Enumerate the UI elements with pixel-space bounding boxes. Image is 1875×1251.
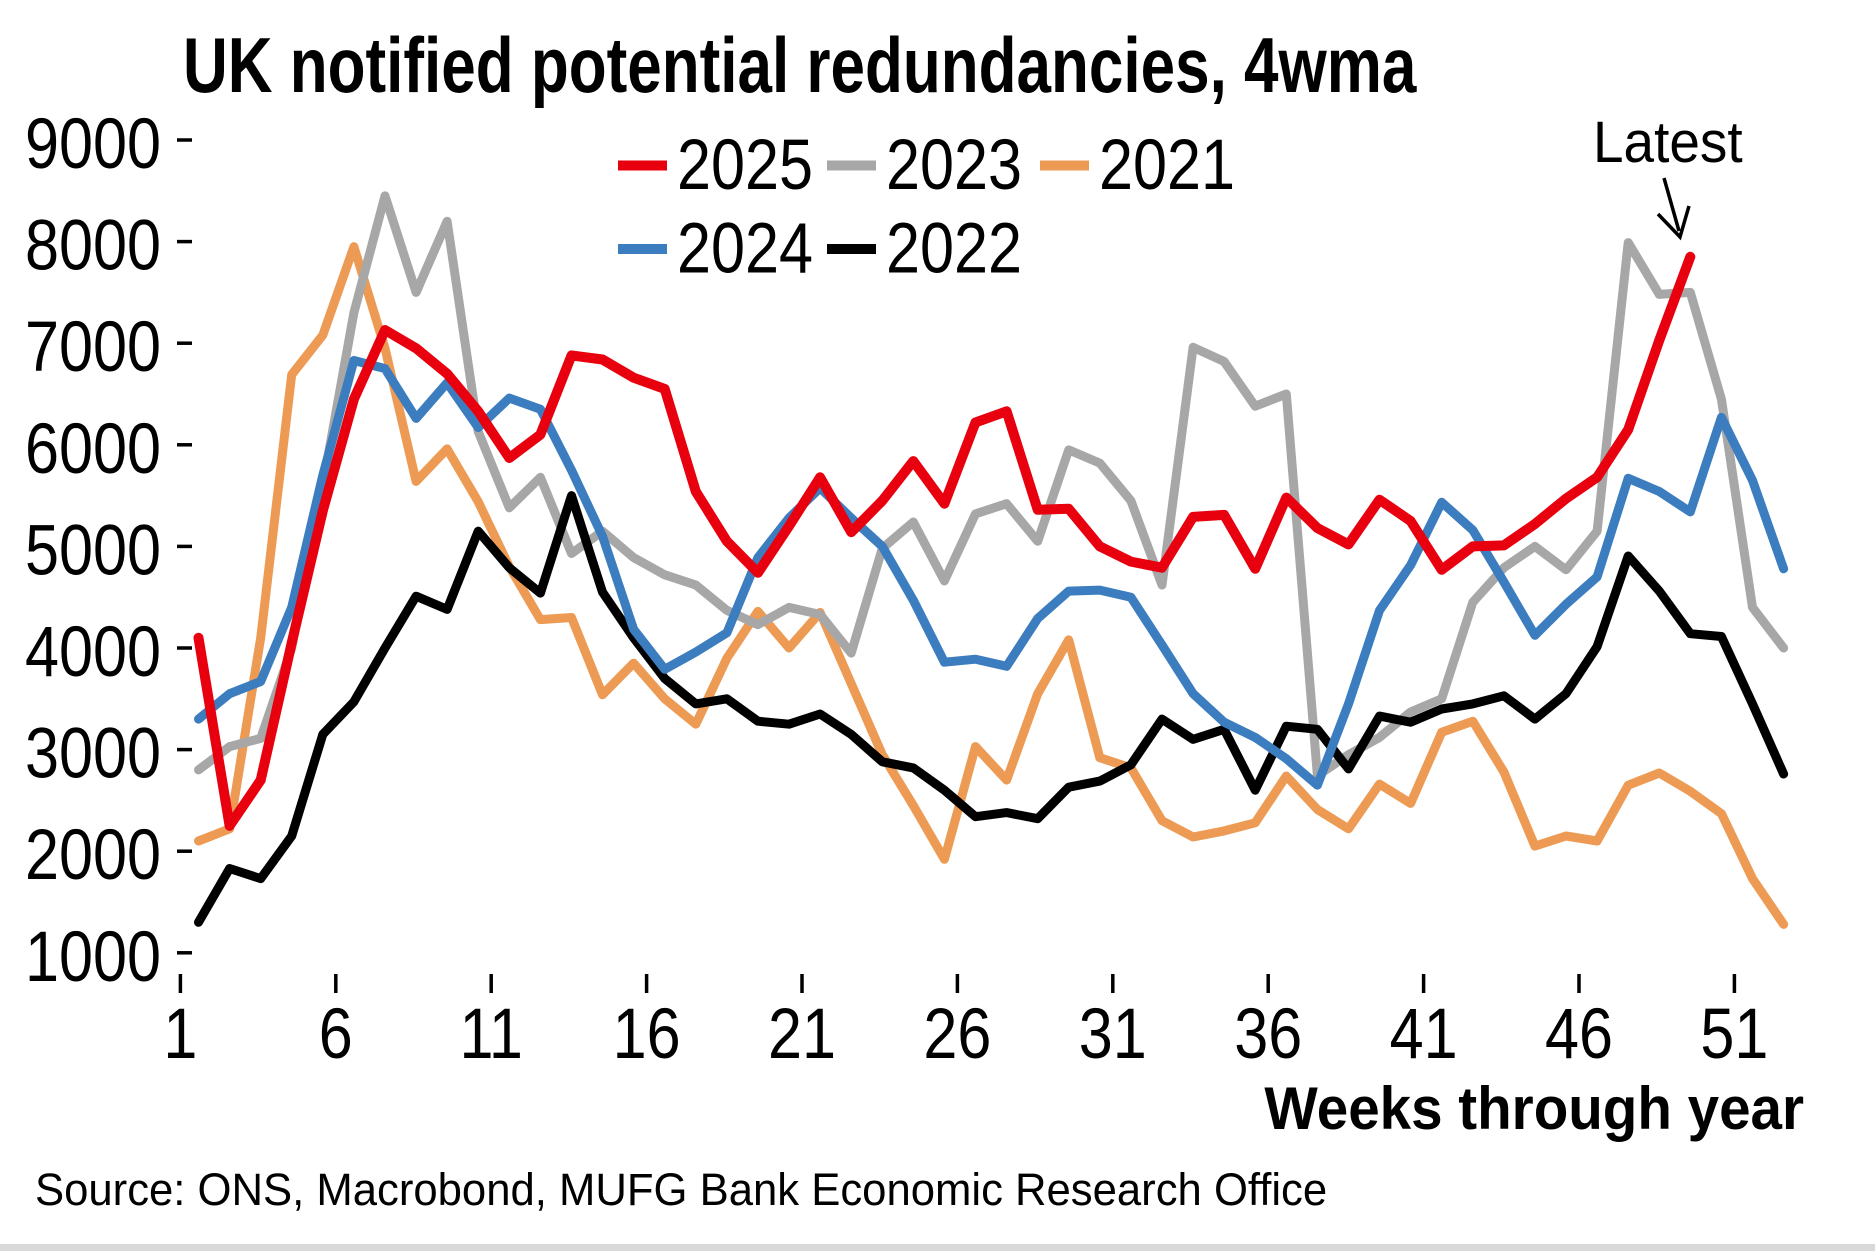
svg-text:31: 31 bbox=[1079, 995, 1147, 1074]
svg-text:3000: 3000 bbox=[25, 714, 161, 793]
svg-text:6000: 6000 bbox=[25, 410, 161, 489]
svg-text:46: 46 bbox=[1545, 995, 1613, 1074]
svg-text:2023: 2023 bbox=[886, 126, 1022, 205]
svg-text:21: 21 bbox=[768, 995, 836, 1074]
svg-text:1: 1 bbox=[163, 995, 197, 1074]
svg-text:2021: 2021 bbox=[1099, 126, 1235, 205]
svg-text:Weeks through year: Weeks through year bbox=[1264, 1075, 1804, 1142]
svg-text:UK notified potential redundan: UK notified potential redundancies, 4wma bbox=[183, 21, 1417, 108]
svg-text:2000: 2000 bbox=[25, 816, 161, 895]
svg-text:2024: 2024 bbox=[677, 209, 813, 288]
svg-text:2025: 2025 bbox=[677, 126, 813, 205]
svg-text:9000: 9000 bbox=[25, 105, 161, 184]
svg-text:51: 51 bbox=[1700, 995, 1768, 1074]
svg-text:5000: 5000 bbox=[25, 511, 161, 590]
svg-text:16: 16 bbox=[613, 995, 681, 1074]
svg-text:6: 6 bbox=[319, 995, 353, 1074]
svg-text:1000: 1000 bbox=[25, 918, 161, 997]
svg-text:4000: 4000 bbox=[25, 613, 161, 692]
svg-text:11: 11 bbox=[459, 995, 522, 1074]
svg-text:36: 36 bbox=[1234, 995, 1302, 1074]
svg-text:7000: 7000 bbox=[25, 308, 161, 387]
svg-text:41: 41 bbox=[1390, 995, 1458, 1074]
svg-text:Latest: Latest bbox=[1593, 110, 1743, 175]
svg-text:2022: 2022 bbox=[886, 209, 1022, 288]
svg-text:26: 26 bbox=[923, 995, 991, 1074]
svg-text:Source: ONS, Macrobond, MUFG B: Source: ONS, Macrobond, MUFG Bank Econom… bbox=[35, 1165, 1327, 1215]
svg-text:8000: 8000 bbox=[25, 206, 161, 285]
